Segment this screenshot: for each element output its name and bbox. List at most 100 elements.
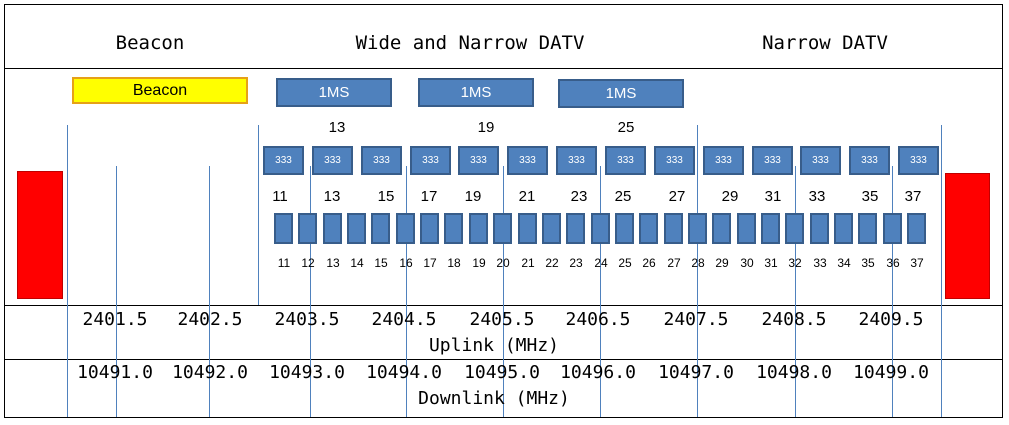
- ks333-channel-number: 25: [614, 188, 632, 205]
- downlink-frequency: 10491.0: [77, 362, 153, 383]
- ks125-channel-number: 26: [642, 256, 656, 270]
- ks125-channel-number: 14: [350, 256, 364, 270]
- ks125-channel-box: [298, 213, 317, 244]
- ks333-channel-number: 37: [904, 188, 922, 205]
- guide-line: [795, 166, 796, 417]
- ks333-channel-number: 31: [764, 188, 782, 205]
- header-wide-narrow-datv: Wide and Narrow DATV: [355, 32, 585, 54]
- uplink-frequency: 2404.5: [371, 309, 437, 330]
- ks125-channel-box: [639, 213, 658, 244]
- ks125-channel-box: [737, 213, 756, 244]
- downlink-title: Downlink (MHz): [418, 388, 570, 409]
- ks125-channel-box: [323, 213, 342, 244]
- downlink-frequency: 10494.0: [366, 362, 442, 383]
- ks125-channel-number: 13: [326, 256, 340, 270]
- ks125-channel-number: 17: [423, 256, 437, 270]
- ks125-channel-number: 24: [594, 256, 608, 270]
- guide-line: [310, 166, 311, 417]
- guide-line: [209, 166, 210, 417]
- guide-line: [941, 125, 942, 417]
- ks125-channel-box: [883, 213, 902, 244]
- ks125-channel-box: [396, 213, 415, 244]
- uplink-frequency: 2401.5: [82, 309, 148, 330]
- guide-line: [600, 166, 601, 417]
- ks125-channel-number: 11: [277, 256, 291, 270]
- ms-channel-box: 1MS: [418, 78, 534, 107]
- ks333-channel-box: 333: [507, 146, 548, 175]
- header-divider: [4, 68, 1003, 69]
- ks333-channel-number: 23: [570, 188, 588, 205]
- ks333-channel-box: 333: [605, 146, 646, 175]
- ks125-channel-box: [591, 213, 610, 244]
- beacon-box: Beacon: [72, 77, 248, 104]
- downlink-frequency: 10495.0: [464, 362, 540, 383]
- ks125-channel-number: 30: [740, 256, 754, 270]
- uplink-frequency: 2405.5: [469, 309, 535, 330]
- frame-right: [1002, 4, 1003, 418]
- uplink-frequency: 2403.5: [274, 309, 340, 330]
- frame-bottom: [4, 417, 1003, 418]
- ms-channel-number: 19: [477, 119, 495, 136]
- ks125-channel-number: 27: [667, 256, 681, 270]
- ks333-channel-number: 17: [420, 188, 438, 205]
- ks333-channel-number: 27: [668, 188, 686, 205]
- ks125-channel-number: 22: [545, 256, 559, 270]
- ks333-channel-number: 19: [464, 188, 482, 205]
- ks125-channel-box: [907, 213, 926, 244]
- ks333-channel-number: 11: [272, 188, 288, 205]
- band-edge-left: [17, 171, 63, 299]
- ms-channel-number: 25: [617, 119, 635, 136]
- ks333-channel-number: 33: [808, 188, 826, 205]
- ks125-channel-number: 35: [861, 256, 875, 270]
- uplink-frequency: 2402.5: [177, 309, 243, 330]
- ks125-channel-box: [444, 213, 463, 244]
- ks333-channel-number: 29: [721, 188, 739, 205]
- uplink-frequency: 2408.5: [761, 309, 827, 330]
- ks125-channel-number: 12: [301, 256, 315, 270]
- downlink-frequency: 10492.0: [172, 362, 248, 383]
- ks333-channel-number: 13: [323, 188, 341, 205]
- ks333-channel-number: 21: [518, 188, 536, 205]
- ks333-channel-box: 333: [800, 146, 841, 175]
- ms-channel-box: 1MS: [276, 78, 392, 107]
- ks333-channel-box: 333: [654, 146, 695, 175]
- ks125-channel-number: 25: [618, 256, 632, 270]
- uplink-frequency: 2406.5: [565, 309, 631, 330]
- ks125-channel-box: [810, 213, 829, 244]
- ks125-channel-number: 23: [569, 256, 583, 270]
- band-edge-right: [945, 173, 990, 299]
- ks125-channel-box: [566, 213, 585, 244]
- guide-line: [258, 125, 259, 305]
- ks125-channel-number: 28: [691, 256, 705, 270]
- downlink-frequency: 10493.0: [269, 362, 345, 383]
- ks125-channel-number: 15: [374, 256, 388, 270]
- ks333-channel-box: 333: [458, 146, 499, 175]
- ks125-channel-number: 36: [886, 256, 900, 270]
- downlink-frequency: 10499.0: [853, 362, 929, 383]
- uplink-title: Uplink (MHz): [428, 335, 560, 356]
- ks125-channel-box: [785, 213, 804, 244]
- downlink-frequency: 10496.0: [560, 362, 636, 383]
- ks125-channel-box: [688, 213, 707, 244]
- ks125-channel-box: [834, 213, 853, 244]
- ks333-channel-box: 333: [361, 146, 402, 175]
- ks125-channel-box: [469, 213, 488, 244]
- ks125-channel-box: [493, 213, 512, 244]
- uplink-frequency: 2407.5: [663, 309, 729, 330]
- ms-channel-number: 13: [328, 119, 346, 136]
- ks125-channel-box: [347, 213, 366, 244]
- ms-channel-box: 1MS: [558, 79, 684, 108]
- ks333-channel-box: 333: [849, 146, 890, 175]
- ks125-channel-box: [615, 213, 634, 244]
- frame-top: [4, 4, 1003, 5]
- ks125-channel-box: [761, 213, 780, 244]
- ks125-channel-number: 19: [472, 256, 486, 270]
- ks125-channel-box: [518, 213, 537, 244]
- ks333-channel-number: 15: [377, 188, 395, 205]
- ks333-channel-box: 333: [556, 146, 597, 175]
- ks125-channel-box: [712, 213, 731, 244]
- downlink-frequency: 10498.0: [756, 362, 832, 383]
- ks125-channel-box: [542, 213, 561, 244]
- ks125-channel-number: 29: [715, 256, 729, 270]
- ks333-channel-box: 333: [312, 146, 353, 175]
